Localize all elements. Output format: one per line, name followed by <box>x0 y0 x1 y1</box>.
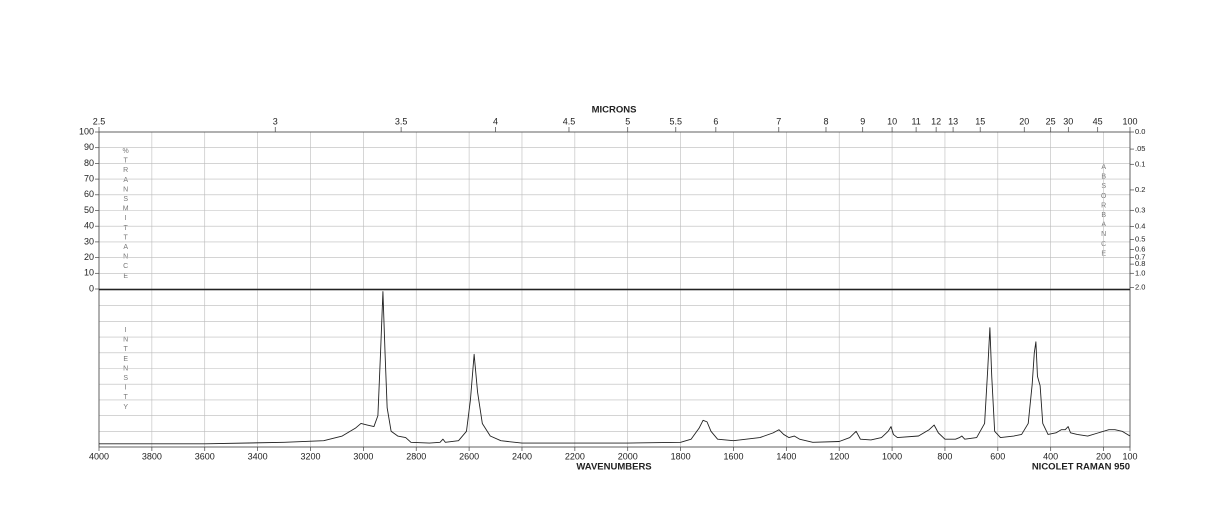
micron-tick-label: 5.5 <box>670 116 683 126</box>
x-tick-label: 2400 <box>512 451 532 461</box>
micron-tick-label: 4 <box>493 116 498 126</box>
y-tick-label: 30 <box>84 236 94 246</box>
x-tick-label: 1400 <box>776 451 796 461</box>
micron-tick-label: 20 <box>1019 116 1029 126</box>
y-tick-label: 20 <box>84 252 94 262</box>
micron-tick-label: 8 <box>823 116 828 126</box>
x-tick-label: 3400 <box>248 451 268 461</box>
x-tick-label: 3200 <box>300 451 320 461</box>
x-tick-label: 1200 <box>829 451 849 461</box>
y-tick-label: 80 <box>84 158 94 168</box>
x-tick-label: 2200 <box>565 451 585 461</box>
x-tick-label: 3000 <box>353 451 373 461</box>
x-tick-label: 1600 <box>723 451 743 461</box>
micron-tick-label: 2.5 <box>93 116 106 126</box>
x-tick-label: 400 <box>1043 451 1058 461</box>
y2-tick-label: 0.2 <box>1135 185 1145 194</box>
micron-tick-label: 100 <box>1122 116 1137 126</box>
micron-tick-label: 15 <box>975 116 985 126</box>
micron-tick-label: 9 <box>860 116 865 126</box>
x-tick-label: 3600 <box>195 451 215 461</box>
top-axis-label: MICRONS <box>592 105 637 116</box>
micron-tick-label: 12 <box>931 116 941 126</box>
micron-tick-label: 11 <box>911 116 920 126</box>
y2-tick-label: 0.5 <box>1135 234 1145 243</box>
y2-tick-label: 0.6 <box>1135 245 1145 254</box>
y2-tick-label: 0.7 <box>1135 253 1145 262</box>
y2-tick-label: 0.3 <box>1135 205 1145 214</box>
x-tick-label: 4000 <box>89 451 109 461</box>
x-tick-label: 800 <box>937 451 952 461</box>
y-tick-label: 90 <box>84 142 94 152</box>
x-tick-label: 1000 <box>882 451 902 461</box>
micron-tick-label: 45 <box>1093 116 1103 126</box>
x-axis-label: WAVENUMBERS <box>576 462 651 473</box>
micron-tick-label: 7 <box>776 116 781 126</box>
micron-tick-label: 30 <box>1063 116 1073 126</box>
micron-tick-label: 6 <box>713 116 718 126</box>
micron-tick-label: 25 <box>1046 116 1056 126</box>
x-tick-label: 3800 <box>142 451 162 461</box>
y2-tick-label: 0.0 <box>1135 127 1145 136</box>
y-tick-label: 40 <box>84 221 94 231</box>
instrument-label: NICOLET RAMAN 950 <box>1032 462 1130 473</box>
x-tick-label: 2600 <box>459 451 479 461</box>
y2-tick-label: 0.4 <box>1135 221 1145 230</box>
micron-tick-label: 10 <box>887 116 897 126</box>
x-tick-label: 2000 <box>618 451 638 461</box>
y-tick-label: 100 <box>79 126 94 136</box>
y-tick-label: 0 <box>89 283 94 293</box>
micron-tick-label: 4.5 <box>563 116 576 126</box>
y2-tick-label: .05 <box>1135 144 1145 153</box>
y2-tick-label: 2.0 <box>1135 282 1145 291</box>
micron-tick-label: 3 <box>273 116 278 126</box>
y-tick-label: 60 <box>84 189 94 199</box>
micron-tick-label: 3.5 <box>395 116 408 126</box>
y2-tick-label: 1.0 <box>1135 268 1145 277</box>
y-tick-label: 70 <box>84 173 94 183</box>
y2-tick-label: 0.1 <box>1135 159 1145 168</box>
intensity-label: INTENSITY <box>122 327 129 413</box>
y-tick-label: 10 <box>84 268 94 278</box>
x-tick-label: 100 <box>1122 451 1137 461</box>
x-tick-label: 2800 <box>406 451 426 461</box>
micron-tick-label: 5 <box>625 116 630 126</box>
y-tick-label: 50 <box>84 205 94 215</box>
spectrum-line <box>99 291 1131 445</box>
micron-tick-label: 13 <box>948 116 958 126</box>
x-tick-label: 1800 <box>671 451 691 461</box>
y2-tick-label: 0.8 <box>1135 259 1145 268</box>
x-tick-label: 200 <box>1096 451 1111 461</box>
y-axis-label: %TRANSMITTANCE <box>122 148 129 282</box>
x-tick-label: 600 <box>990 451 1005 461</box>
